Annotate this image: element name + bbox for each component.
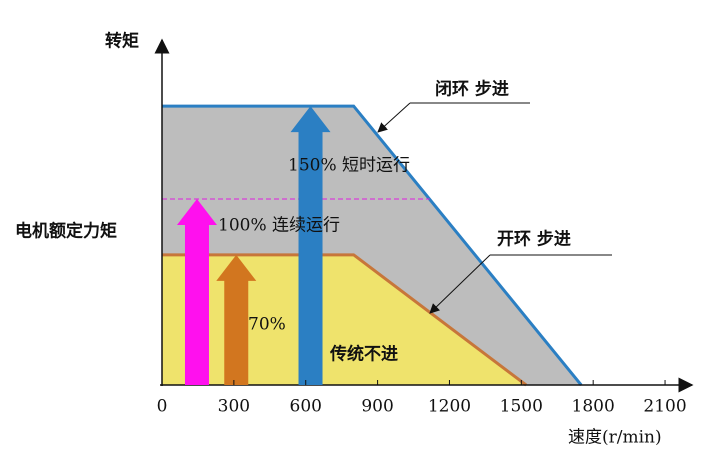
x-tick-label: 300 — [218, 397, 250, 417]
x-axis-label: 速度(r/min) — [568, 428, 662, 448]
x-tick-label: 0 — [157, 397, 168, 417]
plot-area — [162, 104, 583, 387]
series-label: 闭环 步进 — [435, 79, 509, 100]
arrow-label: 150% 短时运行 — [288, 156, 410, 176]
series-label: 开环 步进 — [497, 229, 571, 250]
y-axis-label: 转矩 — [105, 31, 139, 52]
line — [162, 253, 528, 387]
callout-arrow — [429, 254, 491, 314]
arrow — [290, 106, 331, 385]
x-tick-label: 1200 — [428, 397, 471, 417]
x-tick-label: 2100 — [643, 397, 686, 417]
arrow-label: 100% 连续运行 — [218, 216, 340, 236]
region-label: 传统不进 — [329, 344, 398, 365]
x-tick-label: 1500 — [500, 397, 543, 417]
callout-arrow — [377, 102, 411, 133]
x-tick-label: 600 — [290, 397, 322, 417]
x-tick-label: 900 — [361, 397, 393, 417]
rated-label: 电机额定力矩 — [15, 221, 117, 242]
arrow-label: 70% — [248, 315, 286, 335]
arrow — [176, 199, 217, 385]
arrow — [216, 254, 257, 385]
line — [162, 104, 583, 386]
area — [162, 254, 527, 385]
x-tick-label: 1800 — [572, 397, 615, 417]
